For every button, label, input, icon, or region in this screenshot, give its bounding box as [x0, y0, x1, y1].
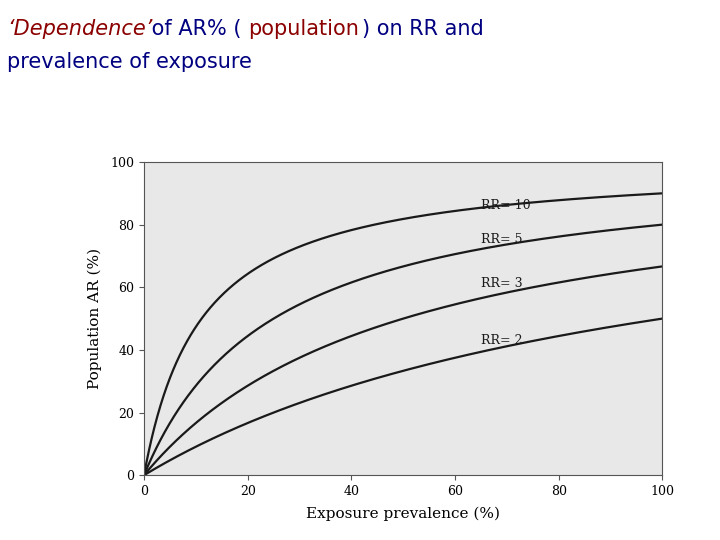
Text: RR= 5: RR= 5 [481, 233, 523, 246]
Text: population: population [248, 19, 359, 39]
Text: ‘Dependence’: ‘Dependence’ [7, 19, 153, 39]
Text: RR= 3: RR= 3 [481, 277, 523, 291]
X-axis label: Exposure prevalence (%): Exposure prevalence (%) [306, 507, 500, 521]
Text: prevalence of exposure: prevalence of exposure [7, 51, 252, 71]
Text: RR= 2: RR= 2 [481, 334, 523, 347]
Text: ) on RR and: ) on RR and [362, 19, 484, 39]
Text: of AR% (: of AR% ( [145, 19, 241, 39]
Text: RR= 10: RR= 10 [481, 199, 531, 212]
Y-axis label: Population AR (%): Population AR (%) [88, 248, 102, 389]
